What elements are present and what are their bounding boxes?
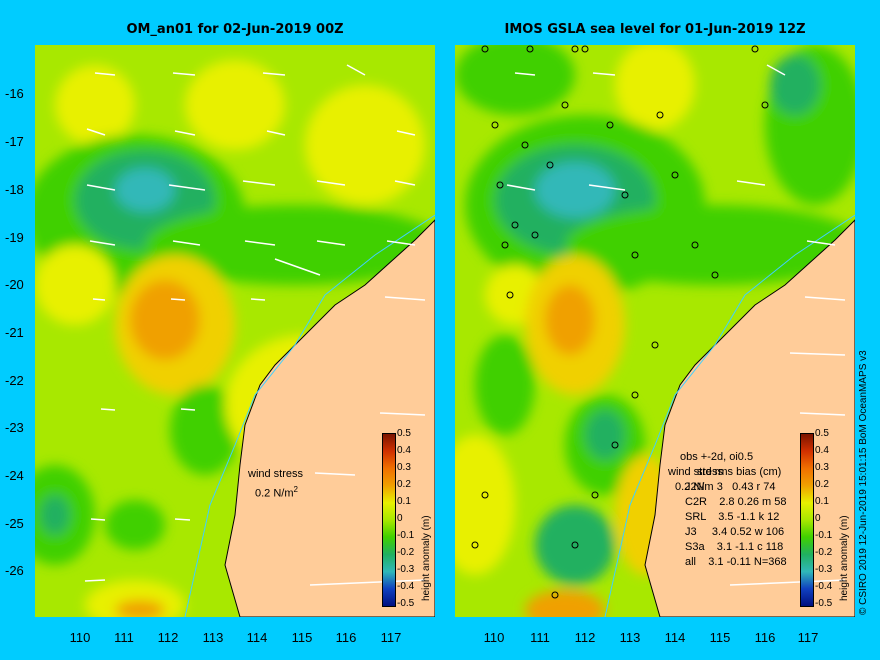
isobath-line — [184, 214, 435, 617]
colorbar-tick: 0.3 — [397, 462, 411, 473]
wind-stress-label: wind stress — [248, 468, 304, 480]
wind-stress-arrows — [84, 64, 426, 586]
lon-tick: 114 — [246, 630, 268, 645]
right-map-svg — [455, 45, 855, 617]
colorbar-tick: 0.3 — [815, 462, 829, 473]
left-colorbar — [382, 433, 396, 607]
colorbar-gradient — [801, 434, 813, 606]
stats-row: J3 3.4 0.52 w 106 — [685, 526, 785, 538]
colorbar-tick: 0.1 — [397, 496, 411, 507]
colorbar-tick: 0 — [815, 513, 821, 524]
colorbar-tick: -0.1 — [815, 530, 833, 541]
stats-header: std rms bias (cm) — [697, 466, 782, 478]
lon-tick: 115 — [291, 630, 313, 645]
lon-tick: 113 — [619, 630, 641, 645]
colorbar-tick: -0.5 — [815, 598, 833, 609]
lon-tick: 112 — [157, 630, 179, 645]
lon-tick: 111 — [114, 630, 134, 645]
credit-line: © CSIRO 2019 12-Jun-2019 15:01:15 BoM Oc… — [858, 350, 869, 615]
wind-stress-label-overlap: wind stress — [668, 466, 724, 478]
lon-tick: 116 — [754, 630, 776, 645]
left-map-panel — [35, 45, 435, 617]
colorbar-tick: -0.2 — [815, 547, 833, 558]
left-colorbar-title: height anomaly (m) — [421, 515, 432, 601]
lat-tick: -18 — [5, 182, 24, 197]
colorbar-tick: 0.2 — [815, 479, 829, 490]
colorbar-tick: 0 — [397, 513, 403, 524]
colorbar-tick: -0.2 — [397, 547, 415, 558]
colorbar-tick: -0.5 — [397, 598, 415, 609]
stats-row: SRL 3.5 -1.1 k 12 — [685, 511, 780, 523]
colorbar-tick: 0.5 — [397, 428, 411, 439]
obs-header: obs +-2d, oi0.5 — [680, 451, 754, 463]
colorbar-gradient — [383, 434, 395, 606]
lat-tick: -25 — [5, 516, 24, 531]
lat-tick: -17 — [5, 134, 24, 149]
lon-tick: 115 — [709, 630, 731, 645]
colorbar-tick: -0.3 — [815, 564, 833, 575]
lat-tick: -21 — [5, 325, 24, 340]
lon-tick: 116 — [335, 630, 357, 645]
lat-tick: -20 — [5, 277, 24, 292]
isobath-line — [604, 214, 855, 617]
lon-tick: 114 — [664, 630, 686, 645]
colorbar-tick: -0.1 — [397, 530, 415, 541]
left-map-title: OM_an01 for 02-Jun-2019 00Z — [126, 22, 344, 37]
lat-tick: -26 — [5, 563, 24, 578]
colorbar-tick: -0.4 — [815, 581, 833, 592]
lon-tick: 113 — [202, 630, 224, 645]
colorbar-tick: -0.4 — [397, 581, 415, 592]
lat-tick: -23 — [5, 420, 24, 435]
lon-tick: 110 — [69, 630, 91, 645]
altimeter-track-markers — [471, 45, 769, 599]
lon-tick: 110 — [483, 630, 505, 645]
colorbar-tick: 0.4 — [397, 445, 411, 456]
stats-row: C2R 2.8 0.26 m 58 — [685, 496, 787, 508]
lat-tick: -24 — [5, 468, 24, 483]
right-colorbar-title: height anomaly (m) — [839, 515, 850, 601]
colorbar-tick: 0.2 — [397, 479, 411, 490]
right-map-title: IMOS GSLA sea level for 01-Jun-2019 12Z — [504, 22, 806, 37]
lat-tick: -22 — [5, 373, 24, 388]
colorbar-tick: 0.1 — [815, 496, 829, 507]
right-colorbar — [800, 433, 814, 607]
lon-tick: 111 — [530, 630, 550, 645]
left-map-svg — [35, 45, 435, 617]
lat-tick: -19 — [5, 230, 24, 245]
colorbar-tick: -0.3 — [397, 564, 415, 575]
colorbar-tick: 0.4 — [815, 445, 829, 456]
lon-tick: 117 — [380, 630, 402, 645]
right-map-panel — [455, 45, 855, 617]
colorbar-tick: 0.5 — [815, 428, 829, 439]
stats-row: J2N 3 0.43 r 74 — [685, 481, 776, 493]
lon-tick: 112 — [574, 630, 596, 645]
lon-tick: 117 — [797, 630, 819, 645]
stats-row: S3a 3.1 -1.1 c 118 — [685, 541, 784, 553]
lat-tick: -16 — [5, 86, 24, 101]
stats-row: all 3.1 -0.11 N=368 — [685, 556, 787, 568]
wind-stress-arrows — [506, 64, 846, 586]
wind-stress-scale-overlap: 0.2 N/m — [675, 481, 714, 493]
wind-stress-scale: 0.2 N/m2 — [255, 485, 298, 500]
